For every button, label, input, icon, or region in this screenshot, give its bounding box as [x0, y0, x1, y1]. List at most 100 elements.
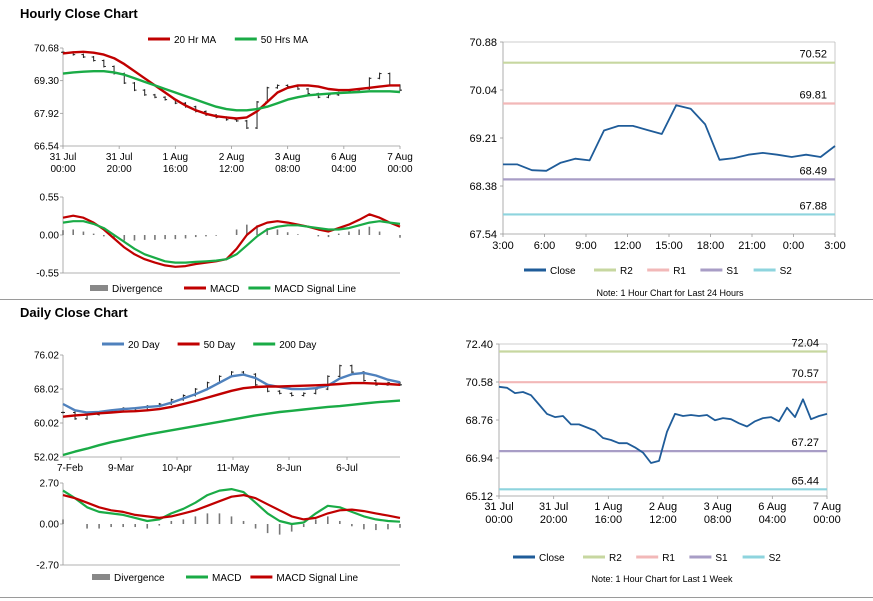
hourly-macd-legend-label: MACD Signal Line [274, 284, 356, 295]
hourly-macd-legend-label: MACD [210, 284, 239, 295]
daily-levels-legend-label: S2 [769, 553, 782, 564]
daily-levels-level-r2-label: 72.04 [791, 338, 819, 350]
hourly-levels-x-tick-label: 3:00 [824, 240, 845, 252]
hourly-price-x-tick-label: 1 Aug [163, 152, 189, 163]
hourly-price-x-tick-label: 31 Jul [106, 152, 133, 163]
daily-levels-x-tick-label: 00:00 [813, 514, 841, 526]
hourly-price-x-tick-label: 6 Aug [331, 152, 357, 163]
daily-macd-legend-label: MACD Signal Line [276, 573, 358, 584]
hourly-levels-y-tick-label: 70.88 [469, 37, 497, 49]
daily-price-y-tick-label: 52.02 [34, 453, 59, 464]
daily-macd-y-tick-label: -2.70 [36, 561, 59, 572]
daily-macd-legend-label: Divergence [114, 573, 165, 584]
hourly-levels-legend-label: R1 [673, 266, 686, 277]
hourly-price-x-tick-label: 16:00 [163, 164, 188, 175]
daily-levels-legend-label: Close [539, 553, 565, 564]
hourly-price-y-tick-label: 70.68 [34, 44, 59, 55]
hourly-levels-x-tick-label: 12:00 [614, 240, 642, 252]
hourly-levels-x-tick-label: 18:00 [697, 240, 725, 252]
hourly-levels-legend-label: S2 [780, 266, 793, 277]
daily-price-y-tick-label: 76.02 [34, 351, 59, 362]
hourly-levels-level-r2-label: 70.52 [799, 49, 827, 61]
section-divider [0, 299, 873, 300]
daily-levels-y-tick-label: 65.12 [465, 491, 493, 503]
daily-levels-y-tick-label: 66.94 [465, 453, 493, 465]
daily-levels-x-tick-label: 08:00 [704, 514, 732, 526]
daily-levels-x-tick-label: 31 Jul [539, 501, 568, 513]
hourly-levels-y-tick-label: 70.04 [469, 85, 497, 97]
daily-levels-x-tick-label: 3 Aug [704, 501, 732, 513]
hourly-price-y-tick-label: 67.92 [34, 109, 59, 120]
daily-price-x-tick-label: 6-Jul [336, 463, 358, 474]
daily-section-title: Daily Close Chart [20, 305, 128, 320]
daily-macd-legend-swatch [92, 574, 110, 580]
daily-price-series-2-line [62, 381, 401, 418]
daily-levels-x-tick-label: 6 Aug [758, 501, 786, 513]
hourly-price-series-1-line [62, 50, 400, 120]
hourly-levels-level-s2-label: 67.88 [799, 200, 827, 212]
daily-levels-y-tick-label: 68.76 [465, 415, 493, 427]
hourly-levels-level-r1-label: 69.81 [799, 90, 827, 102]
hourly-price-x-tick-label: 20:00 [107, 164, 132, 175]
daily-macd-y-tick-label: 2.70 [40, 479, 60, 490]
daily-levels-x-tick-label: 12:00 [649, 514, 677, 526]
hourly-levels-x-tick-label: 0:00 [783, 240, 804, 252]
hourly-price-x-tick-label: 12:00 [219, 164, 244, 175]
daily-price-series-1-line [62, 371, 401, 414]
hourly-macd-y-tick-label: 0.00 [40, 231, 60, 242]
hourly-macd-series-2-line [62, 220, 401, 264]
daily-levels-level-s1-label: 67.27 [791, 437, 819, 449]
hourly-price-legend-label: 20 Hr MA [174, 35, 217, 46]
hourly-levels-legend-label: Close [550, 266, 576, 277]
daily-price-x-tick-label: 7-Feb [57, 463, 84, 474]
daily-levels-y-tick-label: 72.40 [465, 339, 493, 351]
hourly-price-x-tick-label: 31 Jul [50, 152, 77, 163]
hourly-levels-y-tick-label: 67.54 [469, 229, 497, 241]
daily-levels-x-tick-label: 31 Jul [484, 501, 513, 513]
hourly-macd-legend-swatch [90, 285, 108, 291]
hourly-macd-series-1-line [62, 213, 401, 268]
hourly-price-x-tick-label: 00:00 [387, 164, 412, 175]
hourly-levels-note: Note: 1 Hour Chart for Last 24 Hours [596, 288, 744, 298]
daily-levels-legend-label: S1 [715, 553, 728, 564]
hourly-price-x-tick-label: 04:00 [331, 164, 356, 175]
daily-levels-x-tick-label: 20:00 [540, 514, 568, 526]
hourly-levels-y-tick-label: 68.38 [469, 181, 497, 193]
daily-levels-x-tick-label: 00:00 [485, 514, 513, 526]
daily-levels-x-tick-label: 04:00 [759, 514, 787, 526]
daily-price-legend-label: 50 Day [204, 340, 236, 351]
hourly-price-x-tick-label: 3 Aug [275, 152, 301, 163]
daily-levels-legend-label: R1 [662, 553, 675, 564]
daily-levels-x-tick-label: 7 Aug [813, 501, 841, 513]
hourly-macd-legend-label: Divergence [112, 284, 163, 295]
daily-price-x-tick-label: 9-Mar [108, 463, 135, 474]
daily-levels-x-tick-label: 2 Aug [649, 501, 677, 513]
hourly-price-legend-label: 50 Hrs MA [261, 35, 309, 46]
daily-price-legend-label: 20 Day [128, 340, 160, 351]
hourly-levels-legend-label: R2 [620, 266, 633, 277]
daily-macd-y-tick-label: 0.00 [40, 520, 60, 531]
hourly-section-title: Hourly Close Chart [20, 6, 138, 21]
hourly-macd-y-tick-label: 0.55 [40, 193, 60, 204]
hourly-price-y-tick-label: 66.54 [34, 142, 59, 153]
daily-levels-legend-label: R2 [609, 553, 622, 564]
hourly-levels-legend-label: S1 [726, 266, 739, 277]
hourly-price-x-tick-label: 7 Aug [387, 152, 413, 163]
daily-levels-y-tick-label: 70.58 [465, 377, 493, 389]
daily-levels-x-tick-label: 1 Aug [594, 501, 622, 513]
hourly-macd-y-tick-label: -0.55 [36, 269, 59, 280]
hourly-price-series-2-line [62, 69, 401, 112]
daily-price-legend-label: 200 Day [279, 340, 316, 351]
daily-levels-note: Note: 1 Hour Chart for Last 1 Week [592, 574, 733, 584]
hourly-price-x-tick-label: 08:00 [275, 164, 300, 175]
daily-price-x-tick-label: 11-May [217, 463, 250, 474]
hourly-price-x-tick-label: 00:00 [50, 164, 75, 175]
daily-price-y-tick-label: 60.02 [34, 419, 59, 430]
daily-levels-close-line [498, 385, 828, 464]
hourly-levels-y-tick-label: 69.21 [469, 133, 497, 145]
hourly-levels-x-tick-label: 3:00 [492, 240, 513, 252]
daily-macd-series-1-line [62, 488, 401, 526]
hourly-levels-x-tick-label: 9:00 [575, 240, 596, 252]
daily-price-y-tick-label: 68.02 [34, 385, 59, 396]
